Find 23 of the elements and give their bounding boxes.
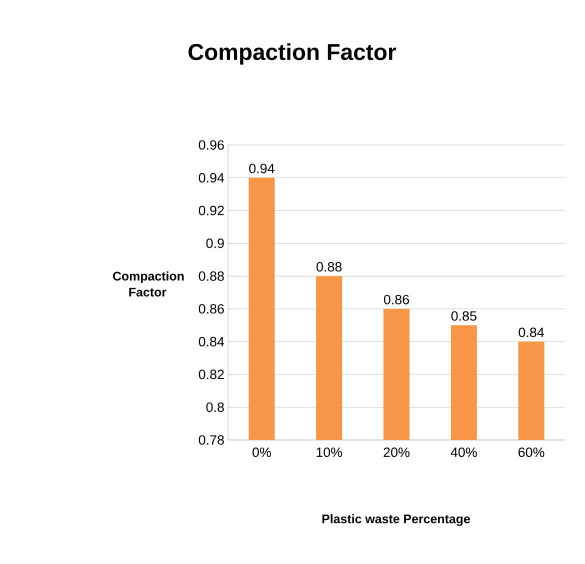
data-label: 0.84 [518, 328, 544, 338]
y-tick-label: 0.84 [198, 336, 224, 346]
data-label: 0.86 [384, 294, 409, 304]
y-tick-label: 0.9 [206, 238, 224, 248]
y-tick-label: 0.8 [206, 402, 224, 412]
y-tick-label: 0.96 [198, 140, 224, 150]
y-tick-label: 0.92 [198, 206, 224, 216]
y-tick-label: 0.88 [198, 271, 224, 281]
chart-title: Compaction Factor [188, 43, 396, 65]
y-tick-label: 0.78 [198, 435, 224, 445]
x-tick-label: 20% [384, 448, 410, 458]
x-axis-title: Plastic waste Percentage [322, 514, 470, 526]
y-tick-label: 0.94 [198, 173, 224, 183]
x-tick-label: 0% [252, 448, 271, 458]
data-label: 0.85 [451, 311, 476, 321]
y-axis-title: Compaction Factor [113, 271, 184, 297]
data-label: 0.88 [316, 262, 342, 272]
x-tick-label: 40% [450, 448, 477, 458]
x-tick-label: 60% [518, 448, 544, 458]
y-tick-label: 0.82 [198, 370, 224, 380]
x-tick-label: 10% [316, 448, 342, 458]
y-tick-label: 0.86 [198, 304, 224, 314]
data-label: 0.94 [249, 164, 274, 174]
